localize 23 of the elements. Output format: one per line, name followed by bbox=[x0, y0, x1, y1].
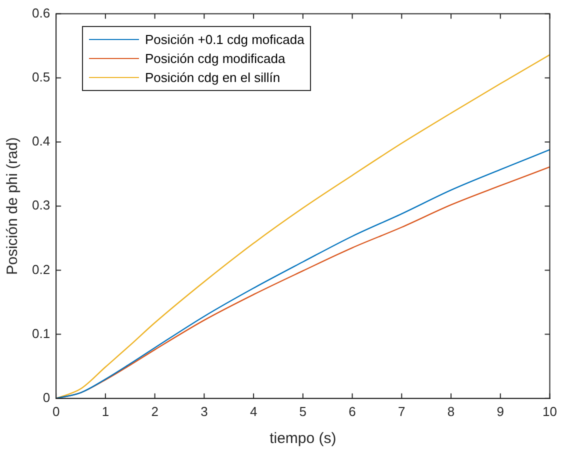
x-tick-label: 8 bbox=[447, 404, 455, 419]
x-tick-label: 5 bbox=[299, 404, 307, 419]
y-tick-label: 0.1 bbox=[32, 326, 50, 341]
x-axis-title: tiempo (s) bbox=[270, 430, 336, 448]
y-tick-label: 0.6 bbox=[32, 5, 50, 20]
x-tick-label: 1 bbox=[102, 404, 110, 419]
x-tick-label: 0 bbox=[52, 404, 60, 419]
x-tick-label: 9 bbox=[496, 404, 504, 419]
x-tick-label: 10 bbox=[542, 404, 558, 419]
legend-label: Posición +0.1 cdg moficada bbox=[145, 32, 304, 47]
y-tick-label: 0.5 bbox=[32, 69, 50, 84]
x-tick-label: 4 bbox=[250, 404, 258, 419]
y-tick-label: 0.3 bbox=[32, 198, 50, 213]
legend-label: Posición cdg modificada bbox=[145, 51, 286, 66]
x-tick-label: 6 bbox=[348, 404, 356, 419]
y-tick-label: 0 bbox=[42, 390, 50, 405]
y-tick-label: 0.2 bbox=[32, 262, 50, 277]
x-tick-label: 3 bbox=[200, 404, 208, 419]
x-tick-label: 2 bbox=[151, 404, 158, 419]
x-tick-label: 7 bbox=[398, 404, 406, 419]
y-axis-title: Posición de phi (rad) bbox=[4, 137, 22, 275]
legend-label: Posición cdg en el sillín bbox=[145, 70, 280, 85]
y-tick-label: 0.4 bbox=[32, 134, 50, 149]
